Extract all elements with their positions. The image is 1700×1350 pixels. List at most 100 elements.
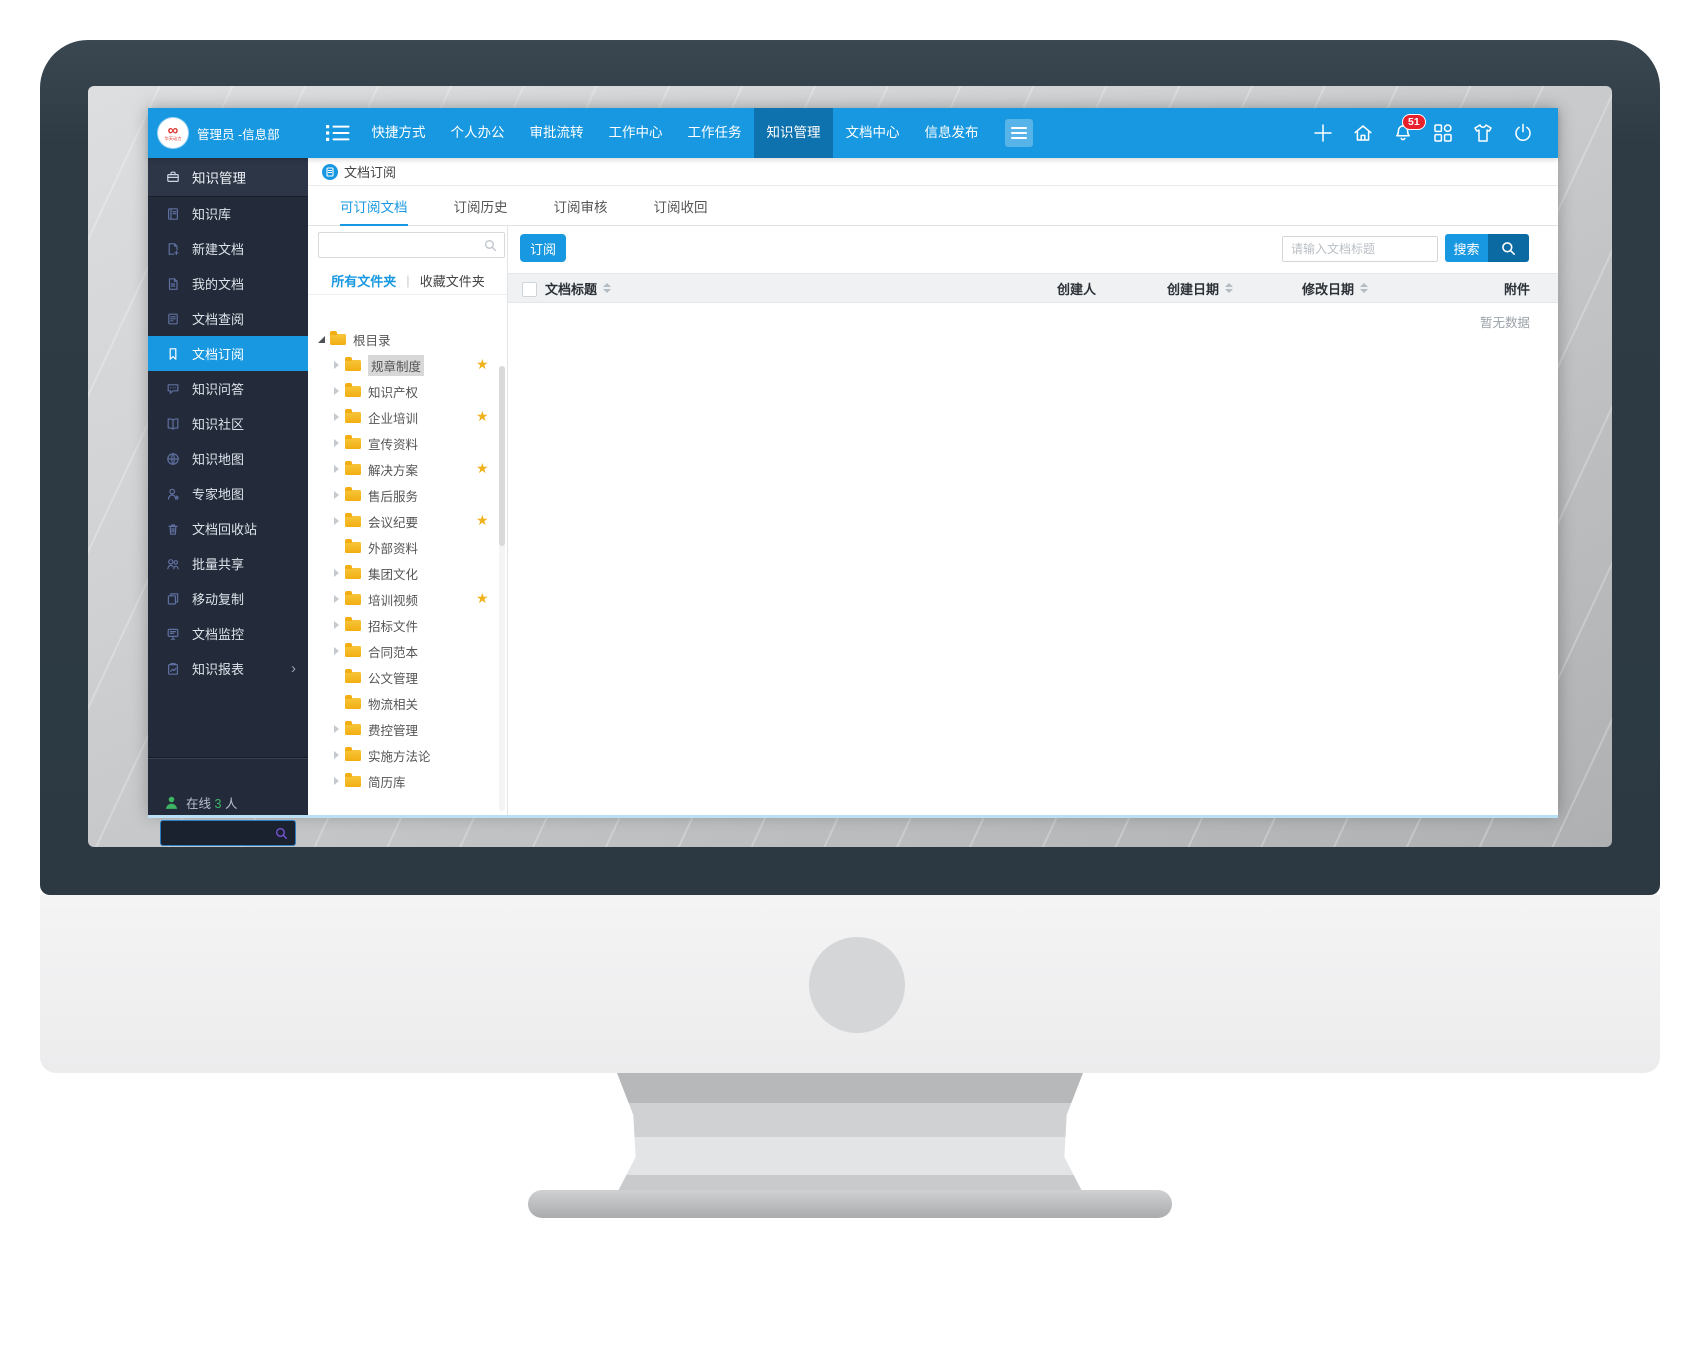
tree-item-6[interactable]: 会议纪要 ★	[308, 508, 507, 534]
tree-item-label[interactable]: 企业培训	[368, 411, 419, 426]
tree-item-16[interactable]: 简历库	[308, 768, 507, 794]
apps-icon[interactable]	[1432, 122, 1454, 144]
tree-item-label[interactable]: 公文管理	[368, 671, 419, 686]
sidebar-item-4[interactable]: 文档查阅	[148, 301, 308, 336]
caret-right-icon[interactable]	[334, 777, 339, 785]
tree-item-14[interactable]: 费控管理	[308, 716, 507, 742]
sidebar-item-5[interactable]: 文档订阅	[148, 336, 308, 371]
tree-item-15[interactable]: 实施方法论	[308, 742, 507, 768]
tree-item-8[interactable]: 集团文化	[308, 560, 507, 586]
nav-tab-5[interactable]: 知识管理	[754, 108, 833, 158]
folder-filter-tab-0[interactable]: 所有文件夹	[331, 273, 397, 289]
tree-item-label[interactable]: 知识产权	[368, 385, 419, 400]
tree-item-11[interactable]: 合同范本	[308, 638, 507, 664]
sidebar-item-1[interactable]: 知识库	[148, 196, 308, 231]
search-icon[interactable]	[1488, 234, 1529, 262]
tree-item-label[interactable]: 解决方案	[368, 463, 419, 478]
search-icon[interactable]	[275, 827, 288, 840]
tree-item-label[interactable]: 外部资料	[368, 541, 419, 556]
tree-item-label[interactable]: 实施方法论	[368, 749, 431, 764]
caret-right-icon[interactable]	[334, 647, 339, 655]
tree-item-13[interactable]: 物流相关	[308, 690, 507, 716]
content-tab-3[interactable]: 订阅收回	[653, 199, 708, 215]
column-header-3[interactable]: 修改日期	[1302, 274, 1369, 302]
tree-item-label[interactable]: 费控管理	[368, 723, 419, 738]
tree-item-12[interactable]: 公文管理	[308, 664, 507, 690]
search-button[interactable]: 搜索	[1445, 234, 1529, 262]
tree-item-label[interactable]: 集团文化	[368, 567, 419, 582]
caret-right-icon[interactable]	[334, 569, 339, 577]
tree-item-label[interactable]: 简历库	[368, 775, 406, 790]
tree-item-label[interactable]: 招标文件	[368, 619, 419, 634]
sidebar-item-0[interactable]: 知识管理	[148, 158, 308, 196]
sidebar-item-2[interactable]: 新建文档	[148, 231, 308, 266]
caret-right-icon[interactable]	[334, 595, 339, 603]
more-modules-icon[interactable]	[1005, 119, 1033, 147]
tree-item-3[interactable]: 宣传资料	[308, 430, 507, 456]
sidebar-item-3[interactable]: 我的文档	[148, 266, 308, 301]
nav-tab-1[interactable]: 个人办公	[450, 125, 505, 140]
tree-item-4[interactable]: 解决方案 ★	[308, 456, 507, 482]
tree-item-10[interactable]: 招标文件	[308, 612, 507, 638]
sidebar-item-7[interactable]: 知识社区	[148, 406, 308, 441]
caret-right-icon[interactable]	[334, 517, 339, 525]
plus-icon[interactable]	[1312, 122, 1334, 144]
caret-right-icon[interactable]	[334, 413, 339, 421]
sort-arrows-icon[interactable]	[1360, 283, 1369, 293]
tree-item-9[interactable]: 培训视频 ★	[308, 586, 507, 612]
sidebar-item-13[interactable]: 文档监控	[148, 616, 308, 651]
tree-item-label[interactable]: 宣传资料	[368, 437, 419, 452]
tree-item-label[interactable]: 会议纪要	[368, 515, 419, 530]
sidebar-search-input[interactable]	[161, 826, 275, 840]
caret-down-icon[interactable]	[318, 335, 325, 343]
nav-tab-2[interactable]: 审批流转	[529, 125, 584, 140]
favorite-star-icon[interactable]: ★	[476, 590, 489, 606]
sidebar-item-11[interactable]: 批量共享	[148, 546, 308, 581]
content-tab-0[interactable]: 可订阅文档	[340, 186, 408, 226]
favorite-star-icon[interactable]: ★	[476, 512, 489, 528]
nav-tab-7[interactable]: 信息发布	[924, 125, 979, 140]
favorite-star-icon[interactable]: ★	[476, 356, 489, 372]
caret-right-icon[interactable]	[334, 751, 339, 759]
nav-tab-3[interactable]: 工作中心	[608, 125, 663, 140]
sidebar-item-8[interactable]: 知识地图	[148, 441, 308, 476]
tree-item-label[interactable]: 售后服务	[368, 489, 419, 504]
caret-right-icon[interactable]	[334, 725, 339, 733]
sidebar-item-10[interactable]: 文档回收站	[148, 511, 308, 546]
nav-tab-4[interactable]: 工作任务	[687, 125, 742, 140]
tree-item-0[interactable]: 规章制度 ★	[308, 352, 507, 378]
tree-scrollbar[interactable]	[499, 366, 505, 811]
sort-arrows-icon[interactable]	[603, 283, 612, 293]
column-header-2[interactable]: 创建日期	[1167, 274, 1234, 302]
content-tab-1[interactable]: 订阅历史	[453, 199, 508, 215]
caret-right-icon[interactable]	[334, 621, 339, 629]
tree-item-label[interactable]: 合同范本	[368, 645, 419, 660]
favorite-star-icon[interactable]: ★	[476, 408, 489, 424]
select-all-checkbox[interactable]	[522, 282, 537, 297]
home-icon[interactable]	[1352, 122, 1374, 144]
favorite-star-icon[interactable]: ★	[476, 460, 489, 476]
tree-item-1[interactable]: 知识产权	[308, 378, 507, 404]
bell-icon[interactable]: 51	[1392, 114, 1426, 144]
tree-item-7[interactable]: 外部资料	[308, 534, 507, 560]
tree-item-2[interactable]: 企业培训 ★	[308, 404, 507, 430]
caret-right-icon[interactable]	[334, 387, 339, 395]
tree-root-label[interactable]: 根目录	[353, 333, 391, 348]
caret-right-icon[interactable]	[334, 361, 339, 369]
subscribe-button[interactable]: 订阅	[520, 234, 566, 262]
shirt-icon[interactable]	[1472, 122, 1494, 144]
tree-item-label[interactable]: 规章制度	[368, 354, 425, 376]
sort-arrows-icon[interactable]	[1225, 283, 1234, 293]
sidebar-item-9[interactable]: 专家地图	[148, 476, 308, 511]
nav-tab-0[interactable]: 快捷方式	[371, 125, 426, 140]
tree-item-5[interactable]: 售后服务	[308, 482, 507, 508]
caret-right-icon[interactable]	[334, 491, 339, 499]
tree-item-label[interactable]: 培训视频	[368, 593, 419, 608]
tree-item-label[interactable]: 物流相关	[368, 697, 419, 712]
search-icon[interactable]	[484, 239, 497, 252]
column-header-0[interactable]: 文档标题	[545, 274, 612, 302]
caret-right-icon[interactable]	[334, 465, 339, 473]
sidebar-item-14[interactable]: 知识报表 ›	[148, 651, 308, 686]
content-tab-2[interactable]: 订阅审核	[553, 199, 608, 215]
sidebar-item-6[interactable]: 知识问答	[148, 371, 308, 406]
